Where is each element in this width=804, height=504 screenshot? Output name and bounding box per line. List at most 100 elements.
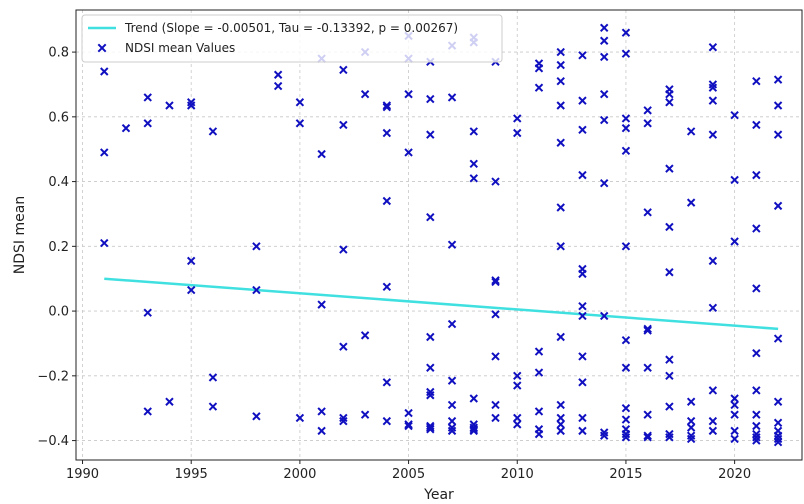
data-point (665, 355, 674, 364)
data-point (730, 400, 739, 410)
data-point (730, 175, 739, 185)
data-point (686, 416, 696, 426)
data-point (491, 177, 500, 186)
data-point (534, 429, 544, 439)
data-point (643, 363, 652, 372)
data-point (665, 98, 674, 107)
data-point (143, 119, 152, 128)
data-point (295, 119, 305, 128)
data-point (469, 394, 478, 403)
data-point (382, 282, 392, 292)
data-point (665, 433, 674, 442)
data-point (708, 303, 718, 313)
data-point (556, 47, 565, 57)
data-point (621, 363, 631, 372)
y-tick-label: 0.4 (48, 175, 69, 190)
data-point (556, 60, 565, 70)
data-point (513, 128, 522, 138)
data-point (404, 420, 413, 429)
data-point (469, 174, 478, 183)
data-point (273, 70, 283, 79)
data-point (599, 52, 609, 62)
data-point (165, 101, 174, 110)
legend-box (81, 14, 503, 63)
data-point (339, 245, 348, 254)
data-point (252, 242, 261, 251)
data-point (643, 433, 652, 442)
data-point (426, 425, 435, 434)
data-point (599, 89, 609, 99)
data-point (578, 125, 587, 134)
legend-points-label: NDSI mean Values (125, 41, 235, 55)
data-point (643, 119, 652, 128)
data-point (447, 416, 457, 426)
y-tick-label: −0.2 (37, 369, 69, 384)
data-point (143, 407, 152, 416)
data-point (621, 114, 631, 123)
data-point (208, 402, 218, 411)
data-point (686, 198, 696, 207)
data-point (686, 423, 696, 432)
y-tick-label: 0.6 (48, 110, 69, 125)
trend-line (104, 277, 779, 331)
data-point (317, 407, 326, 416)
data-point (426, 423, 435, 432)
data-point (186, 101, 196, 110)
data-point (556, 400, 565, 410)
data-point (404, 408, 413, 418)
data-point (621, 28, 631, 37)
data-point (534, 64, 544, 73)
data-point (686, 397, 696, 406)
data-point (752, 436, 761, 445)
data-point (556, 242, 565, 251)
x-tick-label: 2010 (501, 467, 534, 482)
data-point (556, 203, 565, 212)
data-point (773, 397, 783, 406)
data-point (534, 347, 544, 356)
data-point (708, 416, 718, 426)
data-point (578, 51, 587, 60)
data-point (273, 81, 283, 91)
data-point (578, 302, 587, 311)
data-point (165, 397, 174, 406)
data-point (186, 285, 196, 295)
data-point (643, 324, 652, 334)
data-point (186, 256, 196, 266)
x-tick-label: 1990 (66, 467, 99, 482)
data-point (469, 159, 478, 168)
data-point (752, 77, 761, 86)
data-point (426, 391, 435, 400)
data-point (339, 342, 348, 351)
data-point (143, 93, 152, 102)
data-point (752, 410, 761, 419)
x-tick-label: 1995 (175, 467, 208, 482)
data-point (621, 415, 631, 424)
data-point (752, 386, 761, 395)
data-point (404, 148, 413, 157)
data-points (100, 23, 783, 447)
y-tick-label: 0.8 (48, 46, 69, 61)
data-point (665, 89, 674, 99)
data-point (773, 130, 783, 139)
data-point (491, 277, 500, 287)
data-point (143, 308, 152, 317)
plot-frame (75, 9, 803, 461)
x-axis-title: Year (423, 487, 454, 503)
x-tick-label: 2020 (718, 467, 751, 482)
data-point (556, 77, 565, 86)
data-point (339, 416, 348, 426)
data-point (621, 403, 631, 413)
x-tick-label: 2015 (609, 467, 642, 482)
data-point (599, 115, 609, 125)
data-point (447, 93, 457, 102)
data-point (578, 269, 587, 279)
data-point (599, 178, 609, 188)
data-point (730, 410, 739, 419)
legend-points-swatch (97, 43, 107, 53)
data-point (578, 413, 587, 423)
data-point (447, 426, 457, 436)
data-point (491, 352, 500, 361)
trend-layer (104, 277, 779, 331)
data-point (491, 310, 500, 319)
